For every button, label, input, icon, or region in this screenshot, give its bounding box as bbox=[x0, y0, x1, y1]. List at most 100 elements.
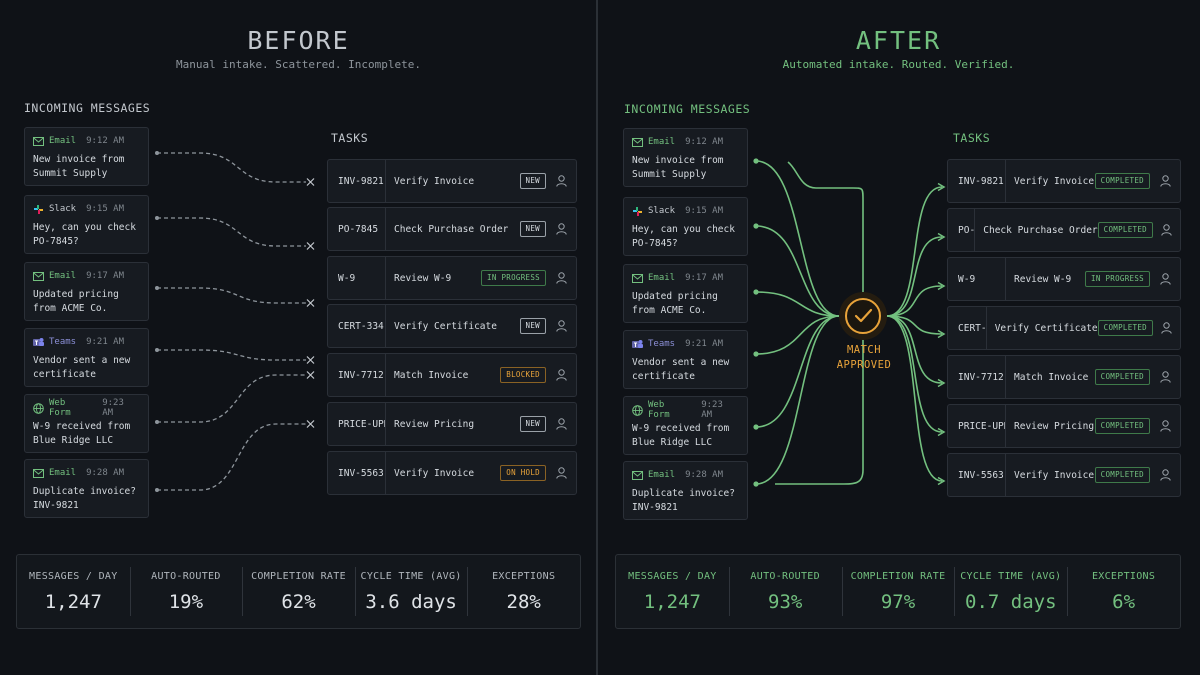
broken-connector bbox=[157, 287, 306, 304]
status-badge: IN PROGRESS bbox=[481, 270, 546, 286]
assignee-icon[interactable] bbox=[554, 369, 568, 381]
stat-value: 28% bbox=[506, 590, 541, 613]
message-source: Slack bbox=[648, 206, 676, 216]
message-card[interactable]: Email 9:17 AM Updated pricing from ACME Co… bbox=[24, 262, 149, 321]
connector-dot bbox=[753, 424, 759, 430]
message-card[interactable]: Email 9:12 AM New invoice from Summit Supp… bbox=[623, 128, 748, 187]
assignee-icon[interactable] bbox=[1158, 420, 1172, 432]
stat-label: CYCLE TIME (AVG) bbox=[360, 570, 462, 582]
assignee-icon[interactable] bbox=[554, 418, 568, 430]
arrow-icon bbox=[937, 427, 946, 437]
after-title: AFTER bbox=[855, 26, 942, 55]
assignee-icon[interactable] bbox=[1161, 322, 1172, 334]
message-card[interactable]: Email 9:28 AM Duplicate invoice? INV-9821 bbox=[623, 461, 748, 520]
before-panel: BEFORE Manual intake. Scattered. Incompl… bbox=[0, 0, 597, 675]
message-card[interactable]: Slack 9:15 AM Hey, can you check PO-7845? bbox=[623, 197, 748, 256]
task-row[interactable]: PRICE-UPD Review Pricing COMPLETED bbox=[947, 404, 1181, 448]
slack-icon bbox=[33, 204, 44, 215]
message-text: Hey, can you check PO-7845? bbox=[632, 224, 735, 249]
message-source: Teams bbox=[49, 337, 77, 347]
assignee-icon[interactable] bbox=[554, 175, 568, 187]
message-card[interactable]: Teams 9:21 AM Vendor sent a new certificat… bbox=[24, 328, 149, 387]
task-id: W-9 bbox=[328, 257, 386, 299]
task-row[interactable]: INV-9821 Verify Invoice COMPLETED bbox=[947, 159, 1181, 203]
message-text: W-9 received from Blue Ridge LLC bbox=[33, 421, 131, 446]
task-row[interactable]: PRICE-UPD Review Pricing NEW bbox=[327, 402, 577, 446]
before-subtitle: Manual intake. Scattered. Incomplete. bbox=[175, 58, 422, 71]
after-incoming-label: INCOMING MESSAGES bbox=[624, 102, 751, 116]
status-badge: COMPLETED bbox=[1097, 320, 1153, 336]
arrow-icon bbox=[937, 281, 946, 291]
status-badge: IN PROGRESS bbox=[1085, 271, 1150, 287]
message-card[interactable]: Web Form 9:23 AM W-9 received from Blue Ri… bbox=[623, 396, 748, 455]
assignee-icon[interactable] bbox=[554, 467, 568, 479]
task-name: Review W-9 bbox=[1014, 273, 1072, 285]
task-row[interactable]: PO-7845 Check Purchase Order NEW bbox=[327, 207, 577, 251]
message-source: Email bbox=[49, 136, 77, 146]
task-name: Verify Invoice bbox=[1014, 469, 1095, 481]
stat-value: 0.7 days bbox=[965, 590, 1057, 613]
task-name: Verify Invoice bbox=[394, 175, 475, 187]
connector-dot bbox=[753, 223, 759, 229]
outbound-connector bbox=[886, 315, 943, 335]
stat-cell: COMPLETION RATE 97% bbox=[841, 555, 955, 628]
assignee-icon[interactable] bbox=[1158, 469, 1172, 481]
assignee-icon[interactable] bbox=[1161, 224, 1172, 236]
teams-icon bbox=[632, 339, 643, 350]
stat-label: CYCLE TIME (AVG) bbox=[960, 570, 1062, 582]
status-badge: NEW bbox=[519, 173, 546, 189]
assignee-icon[interactable] bbox=[554, 223, 568, 235]
task-row[interactable]: INV-9821 Verify Invoice NEW bbox=[327, 159, 577, 203]
assignee-icon[interactable] bbox=[1158, 175, 1172, 187]
checkmark-icon bbox=[854, 308, 873, 323]
status-badge: COMPLETED bbox=[1097, 222, 1153, 238]
message-time: 9:23 AM bbox=[102, 398, 124, 418]
message-card[interactable]: Slack 9:15 AM Hey, can you check PO-7845? bbox=[24, 195, 149, 254]
message-source: Web Form bbox=[49, 398, 71, 418]
connector-dot bbox=[753, 481, 759, 487]
assignee-icon[interactable] bbox=[1158, 371, 1172, 383]
task-row[interactable]: W-9 Review W-9 IN PROGRESS bbox=[327, 256, 577, 300]
match-approved-label: MATCH APPROVED bbox=[836, 344, 892, 371]
task-id: INV-7712 bbox=[328, 354, 386, 396]
arrow-icon bbox=[937, 378, 946, 388]
message-text: Duplicate invoice? INV-9821 bbox=[33, 486, 136, 511]
task-row[interactable]: INV-5563 Verify Invoice ON HOLD bbox=[327, 451, 577, 495]
task-row[interactable]: INV-5563 Verify Invoice COMPLETED bbox=[947, 453, 1181, 497]
status-badge: ON HOLD bbox=[500, 465, 546, 481]
task-row[interactable]: INV-7712 Match Invoice COMPLETED bbox=[947, 355, 1181, 399]
message-card[interactable]: Teams 9:21 AM Vendor sent a new certificat… bbox=[623, 330, 748, 389]
message-card[interactable]: Web Form 9:23 AM W-9 received from Blue Ri… bbox=[24, 394, 149, 453]
message-time: 9:12 AM bbox=[86, 136, 125, 146]
stat-cell: AUTO-ROUTED 93% bbox=[728, 555, 842, 628]
message-card[interactable]: Email 9:12 AM New invoice from Summit Supp… bbox=[24, 127, 149, 186]
task-row[interactable]: W-9 Review W-9 IN PROGRESS bbox=[947, 257, 1181, 301]
stat-cell: AUTO-ROUTED 19% bbox=[129, 555, 243, 628]
message-time: 9:23 AM bbox=[701, 400, 723, 420]
connector-dot bbox=[155, 286, 159, 290]
connector-dot bbox=[753, 351, 759, 357]
message-time: 9:15 AM bbox=[86, 204, 125, 214]
globe-icon bbox=[33, 402, 44, 414]
connector-dot bbox=[155, 348, 159, 352]
stat-label: AUTO-ROUTED bbox=[750, 570, 820, 582]
task-id: PRICE-UPD bbox=[948, 405, 1006, 447]
message-card[interactable]: Email 9:28 AM Duplicate invoice? INV-9821 bbox=[24, 459, 149, 518]
status-badge: COMPLETED bbox=[1094, 173, 1150, 189]
match-hub bbox=[845, 298, 881, 334]
assignee-icon[interactable] bbox=[554, 272, 568, 284]
task-row[interactable]: INV-7712 Match Invoice BLOCKED bbox=[327, 353, 577, 397]
task-row[interactable]: CERT-334 Verify Certificate NEW bbox=[327, 304, 577, 348]
task-id: PO-7845 bbox=[328, 208, 386, 250]
task-id: PRICE-UPD bbox=[328, 403, 386, 445]
message-card[interactable]: Email 9:17 AM Updated pricing from ACME Co… bbox=[623, 264, 748, 323]
before-incoming-label: INCOMING MESSAGES bbox=[24, 101, 151, 115]
task-name: Verify Invoice bbox=[394, 467, 475, 479]
assignee-icon[interactable] bbox=[1158, 273, 1172, 285]
task-id: INV-5563 bbox=[948, 454, 1006, 496]
message-time: 9:17 AM bbox=[86, 271, 125, 281]
assignee-icon[interactable] bbox=[554, 320, 568, 332]
stat-label: COMPLETION RATE bbox=[251, 570, 346, 582]
